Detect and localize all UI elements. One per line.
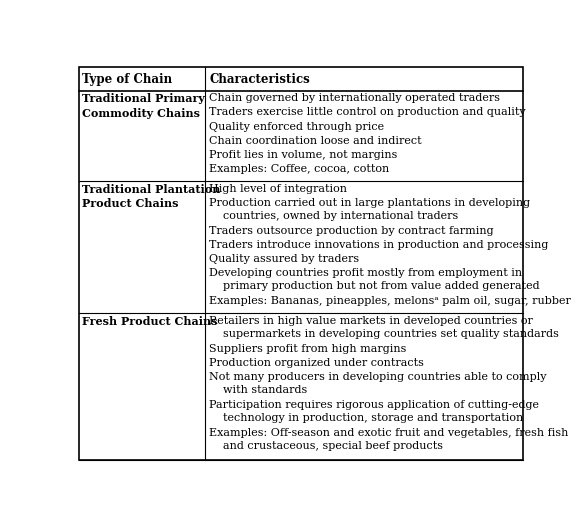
Text: Traditional Primary
Commodity Chains: Traditional Primary Commodity Chains <box>82 93 205 119</box>
Text: Not many producers in developing countries able to comply
    with standards: Not many producers in developing countri… <box>209 372 546 395</box>
Text: High level of integration: High level of integration <box>209 184 347 194</box>
Text: Examples: Coffee, cocoa, cotton: Examples: Coffee, cocoa, cotton <box>209 164 389 174</box>
Text: Characteristics: Characteristics <box>209 73 310 86</box>
Text: Quality enforced through price: Quality enforced through price <box>209 122 384 132</box>
Text: Chain governed by internationally operated traders: Chain governed by internationally operat… <box>209 93 500 103</box>
Text: Production carried out in large plantations in developing
    countries, owned b: Production carried out in large plantati… <box>209 198 530 221</box>
Text: Quality assured by traders: Quality assured by traders <box>209 254 359 264</box>
Text: Traders outsource production by contract farming: Traders outsource production by contract… <box>209 226 494 236</box>
Text: Traders exercise little control on production and quality: Traders exercise little control on produ… <box>209 108 525 117</box>
Text: Retailers in high value markets in developed countries or
    supermarkets in de: Retailers in high value markets in devel… <box>209 316 559 339</box>
Text: Production organized under contracts: Production organized under contracts <box>209 358 424 368</box>
Text: Examples: Off-season and exotic fruit and vegetables, fresh fish
    and crustac: Examples: Off-season and exotic fruit an… <box>209 429 568 452</box>
Text: Participation requires rigorous application of cutting-edge
    technology in pr: Participation requires rigorous applicat… <box>209 400 539 423</box>
Text: Developing countries profit mostly from employment in
    primary production but: Developing countries profit mostly from … <box>209 268 539 291</box>
Text: Chain coordination loose and indirect: Chain coordination loose and indirect <box>209 136 421 146</box>
Text: Traditional Plantation
Product Chains: Traditional Plantation Product Chains <box>82 184 221 209</box>
Text: Type of Chain: Type of Chain <box>82 73 173 86</box>
Text: Examples: Bananas, pineapples, melonsᵃ palm oil, sugar, rubber: Examples: Bananas, pineapples, melonsᵃ p… <box>209 296 571 306</box>
Text: Fresh Product Chains: Fresh Product Chains <box>82 316 218 327</box>
Text: Suppliers profit from high margins: Suppliers profit from high margins <box>209 344 406 354</box>
Text: Profit lies in volume, not margins: Profit lies in volume, not margins <box>209 150 397 160</box>
Text: Traders introduce innovations in production and processing: Traders introduce innovations in product… <box>209 240 548 250</box>
